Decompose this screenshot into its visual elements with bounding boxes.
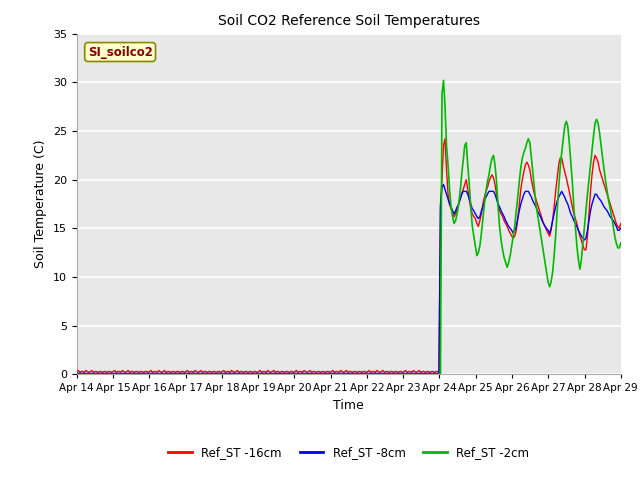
Title: Soil CO2 Reference Soil Temperatures: Soil CO2 Reference Soil Temperatures	[218, 14, 480, 28]
Text: SI_soilco2: SI_soilco2	[88, 46, 152, 59]
X-axis label: Time: Time	[333, 399, 364, 412]
Legend: Ref_ST -16cm, Ref_ST -8cm, Ref_ST -2cm: Ref_ST -16cm, Ref_ST -8cm, Ref_ST -2cm	[164, 442, 534, 464]
Y-axis label: Soil Temperature (C): Soil Temperature (C)	[35, 140, 47, 268]
